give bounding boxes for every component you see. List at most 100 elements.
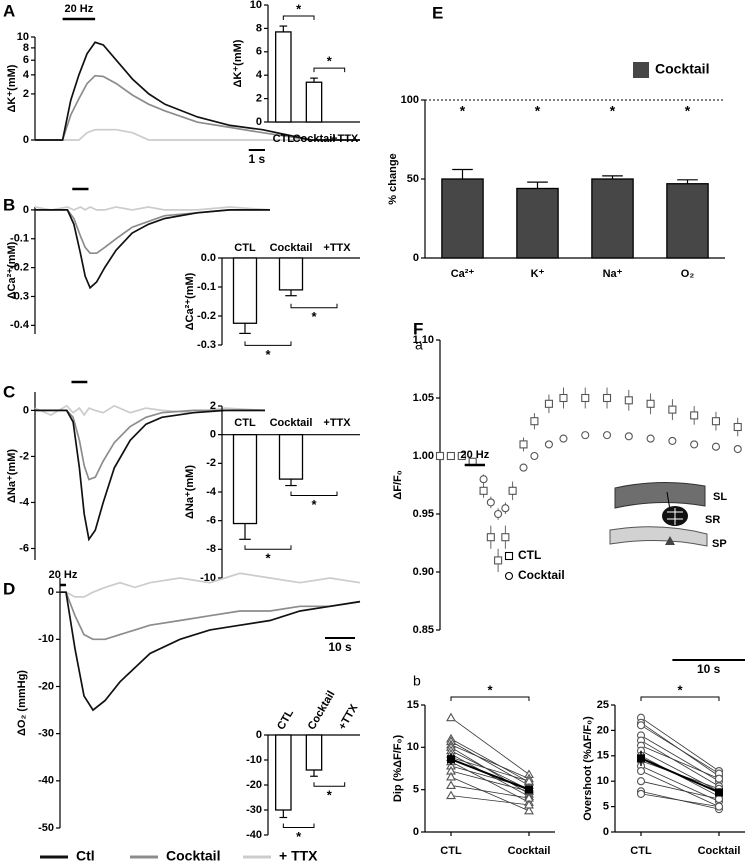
marker bbox=[559, 434, 568, 443]
y-tick-label: -40 bbox=[38, 775, 54, 787]
diagram-label: SP bbox=[712, 538, 727, 550]
legend-label: CTL bbox=[518, 548, 541, 562]
stimulus-label: 20 Hz bbox=[49, 569, 78, 581]
legend-label: Cocktail bbox=[166, 848, 220, 864]
marker bbox=[624, 432, 633, 441]
marker bbox=[559, 393, 568, 403]
y-tick-label: -30 bbox=[38, 728, 54, 740]
significance-label: * bbox=[296, 829, 302, 844]
y-tick-label: -6 bbox=[206, 515, 216, 527]
y-axis-label: Dip (%ΔF/F₀) bbox=[392, 735, 404, 803]
y-tick-label: 15 bbox=[407, 699, 419, 711]
mean-marker bbox=[715, 788, 723, 797]
y-tick-label: -30 bbox=[246, 804, 262, 816]
marker bbox=[504, 571, 514, 581]
pair-line bbox=[450, 795, 530, 806]
marker bbox=[508, 486, 517, 495]
category-label: O₂ bbox=[681, 268, 695, 280]
trace bbox=[60, 572, 361, 598]
y-tick-label: 0.90 bbox=[413, 566, 434, 578]
pair-line bbox=[450, 744, 530, 780]
marker bbox=[504, 551, 514, 561]
mean-marker bbox=[525, 785, 533, 794]
marker bbox=[711, 442, 721, 451]
bar bbox=[305, 734, 323, 771]
marker bbox=[733, 422, 742, 432]
y-tick-label: -0.3 bbox=[197, 339, 216, 351]
significance-label: * bbox=[327, 54, 333, 69]
y-tick-label: 2 bbox=[256, 93, 262, 105]
marker bbox=[646, 434, 655, 443]
bar bbox=[278, 434, 304, 480]
y-tick-label: 4 bbox=[256, 69, 263, 81]
marker bbox=[446, 780, 456, 789]
category-label: CTL bbox=[630, 845, 652, 857]
marker bbox=[602, 431, 612, 440]
y-tick-label: -0.2 bbox=[197, 310, 216, 322]
marker bbox=[544, 399, 553, 408]
y-tick-label: 0 bbox=[256, 116, 262, 128]
y-tick-label: -6 bbox=[19, 542, 29, 554]
y-tick-label: 0 bbox=[413, 826, 419, 838]
bar bbox=[232, 434, 258, 525]
trace bbox=[35, 409, 265, 542]
marker bbox=[581, 393, 590, 403]
scale-bar-label: 1 s bbox=[249, 152, 266, 166]
y-tick-label: -4 bbox=[206, 486, 217, 498]
trace bbox=[35, 209, 270, 290]
category-label: CTL bbox=[275, 707, 296, 732]
y-tick-label: -2 bbox=[19, 450, 29, 462]
legend-label: Cocktail bbox=[655, 61, 709, 77]
marker bbox=[457, 451, 466, 461]
y-tick-label: -0.4 bbox=[10, 319, 30, 331]
y-tick-label: 6 bbox=[23, 54, 29, 66]
y-axis-label: ΔK⁺(mM) bbox=[232, 39, 244, 87]
bar bbox=[666, 183, 709, 259]
pair-line bbox=[640, 717, 720, 772]
y-tick-label: 4 bbox=[23, 69, 30, 81]
category-label: Cocktail bbox=[270, 417, 313, 429]
y-tick-label: 2 bbox=[23, 88, 29, 100]
marker bbox=[486, 498, 495, 507]
y-tick-label: 1.10 bbox=[413, 334, 434, 346]
y-tick-label: 0 bbox=[603, 826, 609, 838]
panel-label: A bbox=[3, 1, 15, 20]
y-tick-label: -0.2 bbox=[10, 262, 29, 274]
pair-line bbox=[450, 770, 530, 792]
subpanel-label: b bbox=[413, 673, 421, 689]
pair-line bbox=[450, 717, 530, 775]
significance-bracket bbox=[313, 67, 346, 73]
category-label: +TTX bbox=[323, 242, 351, 254]
marker bbox=[690, 440, 699, 449]
y-tick-label: -10 bbox=[200, 572, 216, 584]
marker bbox=[435, 451, 445, 461]
y-axis-label: ΔNa⁺(mM) bbox=[184, 465, 196, 519]
y-tick-label: 100 bbox=[401, 94, 419, 106]
diagram-label: SL bbox=[713, 491, 727, 503]
marker bbox=[530, 417, 539, 426]
category-label: K⁺ bbox=[531, 268, 545, 280]
category-label: CTL bbox=[273, 133, 295, 145]
trace bbox=[35, 41, 360, 141]
significance-bracket bbox=[282, 15, 315, 21]
y-axis-label: % change bbox=[387, 153, 399, 204]
y-tick-label: 0 bbox=[48, 586, 54, 598]
significance-bracket bbox=[290, 491, 338, 497]
y-axis-label: ΔO₂ (mmHg) bbox=[16, 670, 28, 736]
y-tick-label: 5 bbox=[603, 801, 609, 813]
trace bbox=[34, 206, 271, 211]
pair-line bbox=[450, 750, 530, 791]
significance-label: * bbox=[610, 103, 616, 119]
y-axis-label: ΔCa²⁺(mM) bbox=[184, 272, 196, 330]
marker bbox=[519, 440, 528, 449]
marker bbox=[624, 396, 633, 405]
y-tick-label: -0.3 bbox=[10, 290, 29, 302]
marker bbox=[733, 444, 742, 454]
y-tick-label: -10 bbox=[38, 633, 54, 645]
y-tick-label: -50 bbox=[38, 822, 54, 834]
marker bbox=[494, 556, 503, 565]
trace bbox=[35, 409, 265, 481]
y-axis-label: ΔK⁺(mM) bbox=[6, 64, 18, 112]
